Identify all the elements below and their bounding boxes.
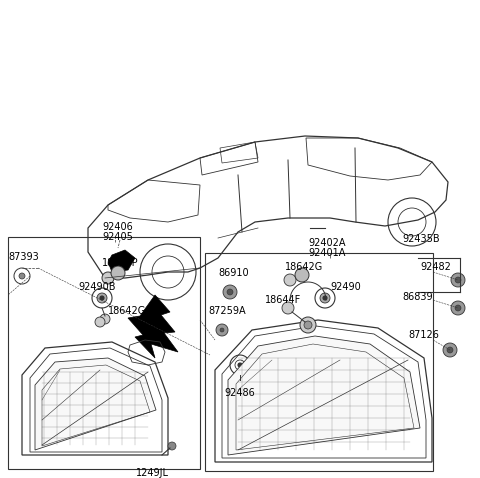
Bar — [8, 237, 200, 469]
Circle shape — [238, 363, 242, 367]
Text: 92435B: 92435B — [402, 234, 440, 244]
Circle shape — [284, 274, 296, 286]
Text: 87393: 87393 — [8, 252, 39, 262]
Circle shape — [223, 285, 237, 299]
Text: 87126: 87126 — [408, 330, 439, 340]
Circle shape — [447, 347, 453, 353]
Text: 92490: 92490 — [330, 282, 361, 292]
Text: 92482: 92482 — [420, 262, 451, 272]
Circle shape — [100, 314, 110, 324]
Circle shape — [100, 296, 104, 300]
Text: 86839: 86839 — [402, 292, 432, 302]
Circle shape — [282, 302, 294, 314]
Circle shape — [451, 301, 465, 315]
Circle shape — [455, 277, 461, 283]
Text: 87259A: 87259A — [208, 306, 246, 316]
Circle shape — [455, 305, 461, 311]
Text: 18642G: 18642G — [108, 306, 146, 316]
Circle shape — [102, 272, 114, 284]
Text: 92406: 92406 — [102, 222, 133, 232]
Bar — [205, 253, 433, 471]
Circle shape — [216, 324, 228, 336]
Circle shape — [304, 321, 312, 329]
Circle shape — [19, 273, 25, 279]
Text: 18642G: 18642G — [285, 262, 323, 272]
Circle shape — [443, 343, 457, 357]
Circle shape — [97, 293, 107, 303]
Circle shape — [451, 273, 465, 287]
Circle shape — [227, 289, 233, 295]
Text: 92490B: 92490B — [78, 282, 116, 292]
Circle shape — [323, 296, 327, 300]
Circle shape — [111, 266, 125, 280]
Text: 92401A: 92401A — [308, 248, 346, 258]
Circle shape — [168, 442, 176, 450]
Polygon shape — [108, 250, 135, 272]
Text: 92405: 92405 — [102, 232, 133, 242]
Polygon shape — [228, 336, 420, 455]
Text: 18643P: 18643P — [102, 258, 139, 268]
Text: 92486: 92486 — [225, 388, 255, 398]
Circle shape — [220, 328, 224, 332]
Circle shape — [300, 317, 316, 333]
Circle shape — [95, 317, 105, 327]
Circle shape — [320, 293, 330, 303]
Polygon shape — [35, 358, 156, 450]
Text: 18644F: 18644F — [265, 295, 301, 305]
Polygon shape — [128, 295, 178, 358]
Text: 86910: 86910 — [218, 268, 249, 278]
Text: 1249JL: 1249JL — [135, 468, 168, 478]
Circle shape — [295, 268, 309, 282]
Text: 92402A: 92402A — [308, 238, 346, 248]
